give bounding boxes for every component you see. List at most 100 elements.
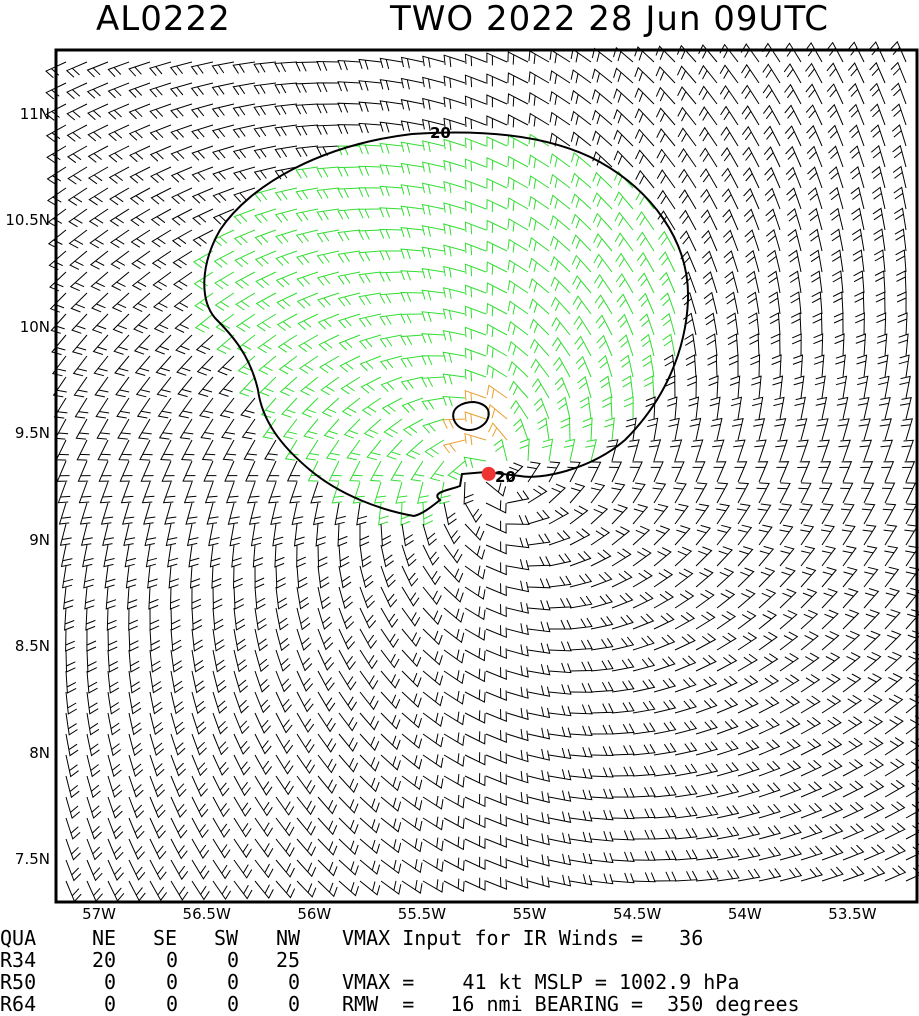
- wind-barb: [65, 775, 80, 799]
- wind-barb: [274, 61, 298, 73]
- wind-barb: [611, 548, 632, 567]
- wind-barb: [758, 631, 778, 651]
- wind-barb: [800, 717, 822, 735]
- wind-barb: [212, 775, 230, 797]
- wind-barb: [674, 785, 698, 798]
- wind-barb: [701, 250, 718, 273]
- wind-barb: [570, 131, 592, 147]
- wind-barb: [870, 103, 886, 126]
- wind-barb: [208, 523, 220, 547]
- wind-barb: [464, 305, 487, 319]
- wind-barb: [96, 418, 110, 440]
- wind-barb: [486, 344, 508, 358]
- wind-barb: [179, 418, 194, 440]
- wind-barb: [338, 313, 361, 329]
- wind-barb: [169, 586, 180, 610]
- wind-barb: [528, 237, 550, 252]
- wind-barb: [150, 166, 172, 184]
- wind-barb: [881, 461, 895, 483]
- wind-barb: [486, 282, 508, 296]
- wind-barb: [170, 628, 182, 652]
- wind-barb: [653, 828, 677, 840]
- wind-barb: [905, 587, 919, 609]
- wind-barb: [679, 230, 697, 252]
- wind-barb: [286, 460, 301, 482]
- wind-barb: [537, 417, 550, 441]
- wind-barb: [577, 375, 592, 399]
- wind-barb: [787, 228, 802, 252]
- wind-barb: [359, 733, 380, 752]
- wind-barb: [569, 617, 593, 630]
- wind-barb: [443, 690, 465, 705]
- wind-barb: [349, 460, 363, 482]
- wind-barb: [652, 482, 667, 504]
- wind-barb: [147, 565, 158, 589]
- wind-barb: [737, 847, 761, 861]
- wind-barb: [742, 146, 760, 168]
- wind-barb: [818, 461, 832, 483]
- wind-barb: [442, 439, 466, 454]
- wind-barb: [276, 313, 298, 331]
- wind-barb: [90, 271, 109, 292]
- wind-barb: [133, 313, 151, 334]
- wind-barb: [74, 397, 89, 419]
- wind-barb: [842, 780, 864, 798]
- wind-barb: [742, 167, 760, 189]
- wind-barb: [569, 768, 593, 779]
- wind-barb: [338, 544, 350, 568]
- wind-barb: [551, 316, 571, 336]
- wind-barb: [191, 607, 203, 631]
- wind-barb: [359, 859, 381, 875]
- wind-barb: [821, 609, 839, 630]
- wind-barb: [245, 460, 259, 482]
- wind-barb: [695, 589, 715, 609]
- wind-barb: [421, 161, 445, 174]
- wind-barb: [903, 503, 918, 525]
- wind-barb: [442, 351, 466, 363]
- wind-barb: [443, 544, 463, 564]
- wind-barb: [611, 872, 635, 884]
- wind-barb: [400, 291, 424, 302]
- wind-barb: [107, 859, 124, 882]
- wind-barb: [254, 670, 270, 693]
- wind-barb: [170, 103, 193, 119]
- wind-barb: [296, 733, 315, 754]
- wind-barb: [260, 397, 277, 418]
- wind-barb: [716, 826, 740, 840]
- wind-barbs-layer: [45, 40, 919, 903]
- wind-barb: [233, 754, 251, 776]
- wind-barb: [674, 612, 696, 630]
- wind-barb: [212, 733, 229, 756]
- wind-barb: [653, 721, 677, 735]
- wind-barb: [253, 166, 277, 181]
- wind-barb: [874, 270, 886, 294]
- wind-barb: [807, 187, 823, 210]
- wind-barb: [758, 545, 775, 567]
- wind-barb: [674, 698, 697, 714]
- wind-barb: [255, 292, 277, 310]
- wind-barb: [60, 544, 73, 568]
- wind-barb: [279, 376, 298, 397]
- wind-barb: [853, 270, 865, 294]
- wind-barb: [779, 803, 802, 819]
- wind-barb: [810, 270, 823, 294]
- wind-barb: [506, 771, 529, 784]
- wind-barb: [128, 754, 144, 777]
- wind-barb: [464, 565, 486, 580]
- wind-barb: [812, 312, 823, 336]
- wind-barb: [508, 361, 529, 378]
- wind-barb: [590, 788, 614, 799]
- wind-barb: [828, 166, 844, 189]
- wind-barb: [172, 250, 193, 269]
- wind-barb: [806, 124, 823, 147]
- wind-barb: [827, 103, 844, 126]
- wind-barb: [591, 68, 613, 84]
- wind-barb: [137, 418, 152, 440]
- wind-barb: [416, 481, 429, 504]
- wind-barb: [776, 461, 790, 483]
- wind-barb: [674, 870, 698, 882]
- wind-barb: [316, 166, 340, 178]
- wind-barb: [464, 606, 486, 621]
- wind-barb: [59, 523, 72, 546]
- wind-barb: [212, 796, 230, 818]
